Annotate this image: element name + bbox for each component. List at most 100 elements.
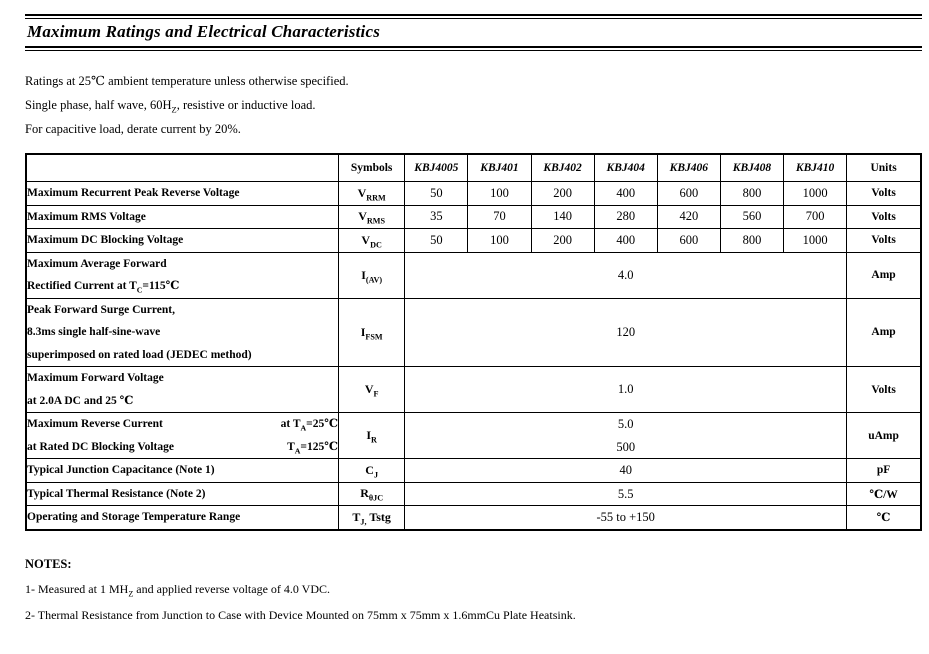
symbol-text: R <box>371 435 377 445</box>
value-cell: 600 <box>656 228 721 253</box>
table-row: Maximum Reverse Current at TA=25℃ at Rated… <box>25 412 922 459</box>
table-row: Typical Junction Capacitance (Note 1) CJ 4… <box>25 458 922 483</box>
value-cell: 200 <box>530 181 595 206</box>
spanned-value-cell: 5.5 <box>404 481 848 506</box>
value-line: 5.5 <box>617 486 634 501</box>
parameter-cell: Maximum Recurrent Peak Reverse Voltage <box>25 181 340 206</box>
condition-text: TA=125℃ <box>287 436 337 458</box>
value-cell: 70 <box>467 204 532 229</box>
parameter-line: Maximum DC Blocking Voltage <box>27 229 338 251</box>
symbol-text: I <box>360 324 366 339</box>
condition-text: at T <box>280 418 301 430</box>
value-cell: 600 <box>656 181 721 206</box>
datasheet-page: Maximum Ratings and Electrical Character… <box>25 14 922 623</box>
intro-text: , resistive or inductive load. <box>176 98 316 112</box>
parameter-line: Rectified Current at TC=115℃ <box>27 275 338 297</box>
symbol-text: θJC <box>368 493 384 503</box>
notes-section: NOTES: 1- Measured at 1 MHZ and applied … <box>25 557 922 623</box>
parameter-line: Typical Thermal Resistance (Note 2) <box>27 483 338 505</box>
value-line: 120 <box>616 325 636 339</box>
table-row: Maximum Average Forward Rectified Current… <box>25 251 922 299</box>
parameter-cell: Maximum RMS Voltage <box>25 204 340 229</box>
parameter-text: Peak Forward Surge Current, <box>27 303 175 316</box>
column-header-kbj408: KBJ408 <box>719 153 785 182</box>
parameter-text: Maximum DC Blocking Voltage <box>27 234 184 246</box>
value-cell: 50 <box>404 228 469 253</box>
parameter-text: Maximum Average Forward <box>27 257 167 270</box>
units-cell: Amp <box>846 297 922 367</box>
symbol-text: C <box>365 462 374 477</box>
note-text: 1- Measured at 1 MH <box>25 581 129 596</box>
note-text: Z <box>128 588 134 598</box>
symbol-text: J <box>373 470 379 480</box>
title-rule-bottom <box>25 46 922 51</box>
units-cell: ℃ <box>846 505 922 530</box>
value-line: -55 to +150 <box>596 510 655 524</box>
units-cell: Volts <box>846 366 922 413</box>
parameter-text: at Rated DC Blocking Voltage <box>27 436 174 458</box>
parameter-line: Maximum Average Forward <box>27 253 338 275</box>
spanned-value-cell: 1.0 <box>404 366 848 413</box>
symbol-text: DC <box>370 240 382 250</box>
ratings-table: Symbols KBJ4005 KBJ401 KBJ402 KBJ404 KBJ406 KB… <box>25 153 922 531</box>
parameter-line: Peak Forward Surge Current, <box>27 299 338 321</box>
symbol-cell: IR <box>338 412 406 459</box>
note-text: 2- Thermal Resistance from Junction to C… <box>25 607 576 622</box>
table-row: Operating and Storage Temperature Range T… <box>25 505 922 530</box>
intro-text: For capacitive load, derate current by 2… <box>25 122 241 136</box>
parameter-line: 8.3ms single half-sine-wave <box>27 321 338 344</box>
parameter-line: at Rated DC Blocking Voltage TA=125℃ <box>27 436 338 458</box>
symbol-cell: CJ <box>338 458 406 483</box>
symbol-text: I <box>366 428 372 442</box>
parameter-text: at Rated DC Blocking Voltage <box>27 440 174 453</box>
note-line: 1- Measured at 1 MHZ and applied reverse… <box>25 581 922 598</box>
column-header-kbj402: KBJ402 <box>530 153 595 182</box>
symbol-cell: VF <box>338 366 406 413</box>
condition-text: =25℃ <box>306 418 339 430</box>
condition-text: A <box>294 445 301 455</box>
value-cell: 1000 <box>783 228 848 253</box>
spanned-value-cell: 4.0 <box>404 251 848 299</box>
symbol-cell: RθJC <box>338 481 406 506</box>
units-cell: Amp <box>846 251 922 299</box>
parameter-cell: Typical Junction Capacitance (Note 1) <box>25 458 340 483</box>
table-row: Maximum RMS Voltage VRMS 35 70 140 280 420 560 7… <box>25 204 922 229</box>
parameter-cell: Maximum DC Blocking Voltage <box>25 228 340 253</box>
value-cell: 1000 <box>783 181 848 206</box>
symbol-text: (AV) <box>365 274 383 284</box>
parameter-text: Maximum RMS Voltage <box>27 210 146 223</box>
symbol-text: T <box>352 509 361 524</box>
ratings-table-body: Maximum Recurrent Peak Reverse Voltage VR… <box>25 181 922 530</box>
intro-text: Single phase, half wave, 60H <box>25 98 172 112</box>
value-line: 1.0 <box>617 382 634 397</box>
parameter-text: Operating and Storage Temperature Range <box>27 511 241 523</box>
value-cell: 280 <box>593 204 658 229</box>
symbol-text: RRM <box>366 193 386 203</box>
parameter-line: Maximum RMS Voltage <box>27 206 338 228</box>
page-title: Maximum Ratings and Electrical Character… <box>27 22 381 41</box>
symbol-cell: I(AV) <box>338 251 406 299</box>
intro-text: Z <box>171 104 177 115</box>
parameter-text: Typical Junction Capacitance (Note 1) <box>27 464 215 476</box>
table-row: Maximum DC Blocking Voltage VDC 50 100 200 40… <box>25 228 922 253</box>
parameter-line: Maximum Forward Voltage <box>27 368 338 390</box>
note-line: 2- Thermal Resistance from Junction to C… <box>25 608 922 623</box>
table-row: Peak Forward Surge Current, 8.3ms single … <box>25 297 922 367</box>
intro-line: Single phase, half wave, 60HZ, resistive… <box>25 98 922 115</box>
parameter-line: at 2.0A DC and 25 ℃ <box>27 390 338 412</box>
intro-line: Ratings at 25℃ ambient temperature unles… <box>25 73 922 89</box>
ratings-table-header: Symbols KBJ4005 KBJ401 KBJ402 KBJ404 KBJ406 KB… <box>25 153 922 182</box>
parameter-text: superimposed on rated load (JEDEC method… <box>27 348 252 361</box>
parameter-text: Maximum Reverse Current <box>27 418 163 430</box>
value-cell: 100 <box>467 228 532 253</box>
intro-line: For capacitive load, derate current by 2… <box>25 122 922 137</box>
parameter-line: superimposed on rated load (JEDEC method… <box>27 344 338 366</box>
header-blank-cell <box>25 153 340 182</box>
value-cell: 400 <box>593 228 658 253</box>
condition-text: at TA=25℃ <box>280 414 339 436</box>
table-row: Typical Thermal Resistance (Note 2) RθJC 5… <box>25 481 922 506</box>
value-cell: 140 <box>530 204 595 229</box>
condition-text: T <box>287 440 295 453</box>
parameter-line: Maximum Reverse Current at TA=25℃ <box>27 414 339 436</box>
value-cell: 700 <box>783 204 848 229</box>
